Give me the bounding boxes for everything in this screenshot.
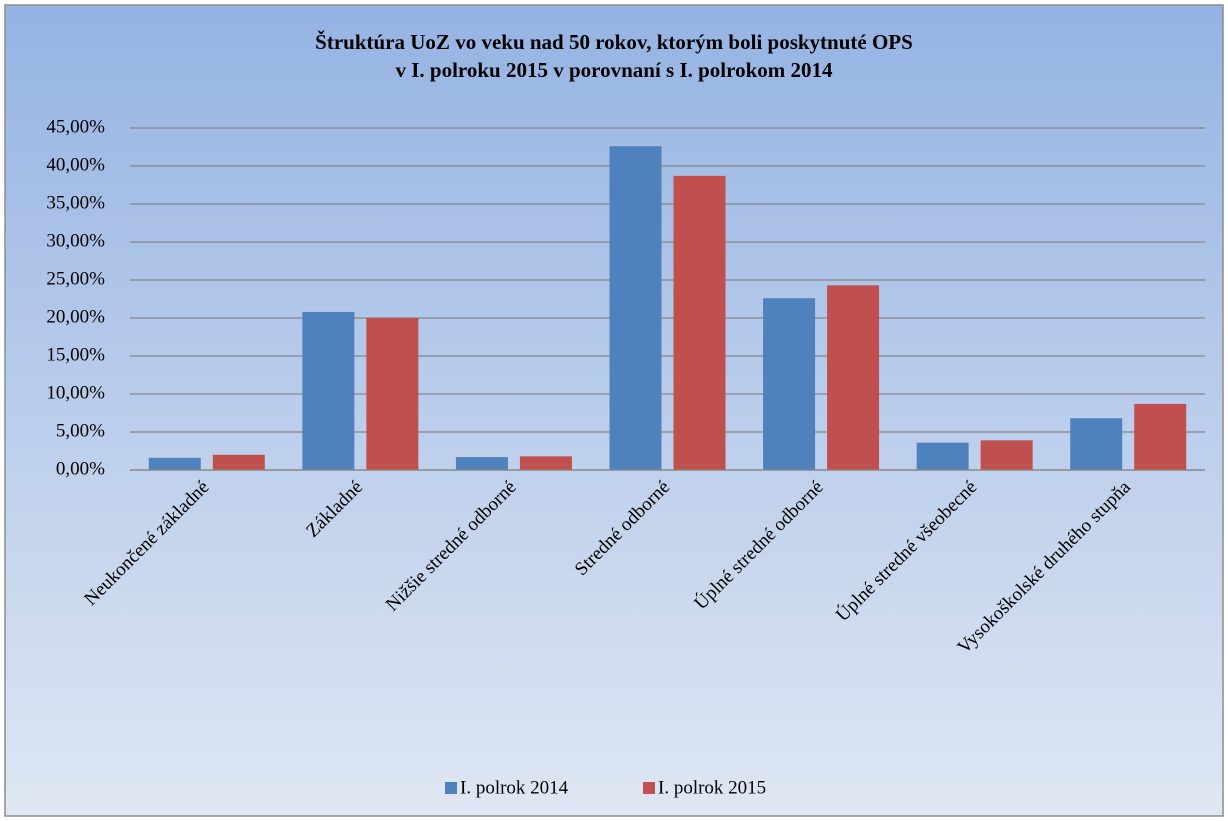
- y-tick-label: 30,00%: [46, 230, 105, 251]
- y-tick-label: 40,00%: [46, 154, 105, 175]
- bar: [455, 457, 508, 470]
- legend-label: I. polrok 2015: [658, 777, 766, 798]
- bar: [609, 146, 662, 471]
- y-tick-label: 10,00%: [46, 382, 105, 403]
- chart-title: Štruktúra UoZ vo veku nad 50 rokov, ktor…: [315, 30, 913, 54]
- y-tick-label: 0,00%: [56, 458, 105, 479]
- y-tick-label: 5,00%: [56, 420, 105, 441]
- bar: [763, 298, 816, 470]
- y-tick-label: 25,00%: [46, 268, 105, 289]
- bar: [519, 456, 572, 470]
- bar: [212, 454, 265, 470]
- legend-swatch: [445, 782, 457, 794]
- y-tick-label: 45,00%: [46, 116, 105, 137]
- legend-swatch: [643, 782, 655, 794]
- bar: [148, 457, 201, 470]
- bar: [366, 318, 419, 470]
- legend-label: I. polrok 2014: [460, 777, 569, 798]
- y-tick-label: 15,00%: [46, 344, 105, 365]
- bar: [980, 440, 1033, 470]
- bar: [1070, 418, 1123, 470]
- bar: [916, 442, 969, 470]
- y-tick-label: 20,00%: [46, 306, 105, 327]
- bar: [1134, 403, 1187, 470]
- bar: [302, 311, 355, 470]
- bar: [673, 175, 726, 470]
- y-tick-label: 35,00%: [46, 192, 105, 213]
- chart-title: v I. polroku 2015 v porovnaní s I. polro…: [395, 58, 833, 82]
- bar: [827, 285, 880, 470]
